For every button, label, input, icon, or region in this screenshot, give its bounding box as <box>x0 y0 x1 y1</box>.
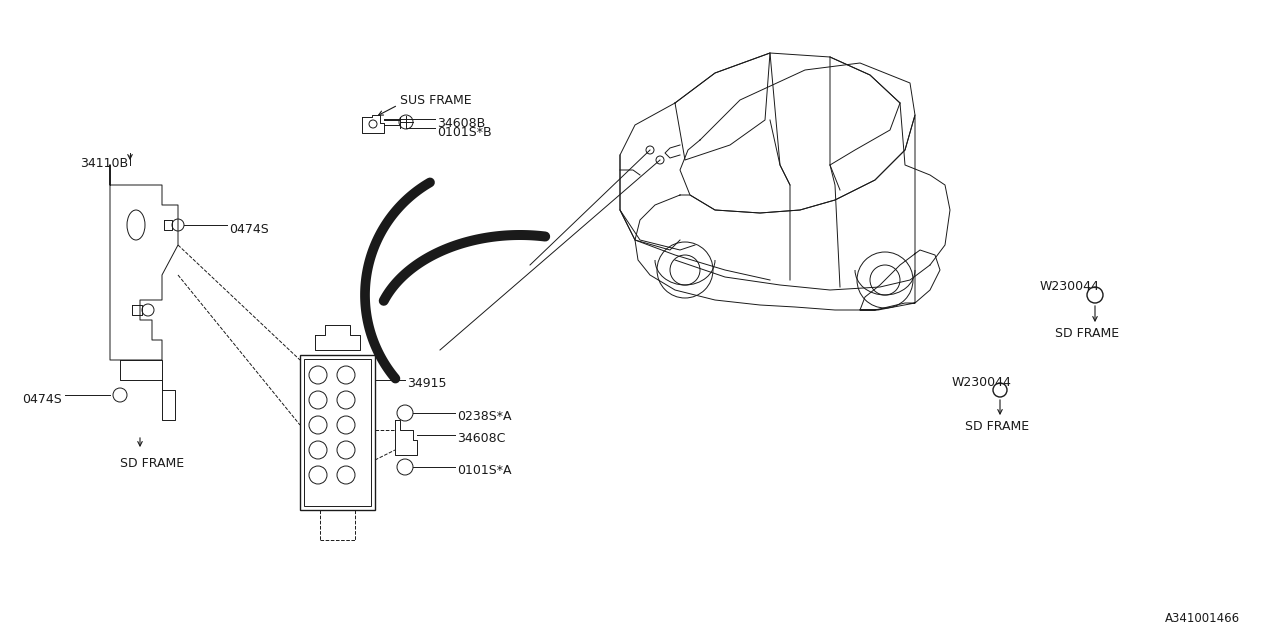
Text: SD FRAME: SD FRAME <box>120 457 184 470</box>
Text: SD FRAME: SD FRAME <box>965 420 1029 433</box>
Text: A341001466: A341001466 <box>1165 612 1240 625</box>
Text: 0238S*A: 0238S*A <box>457 410 512 422</box>
Text: 0101S*B: 0101S*B <box>436 125 492 138</box>
Bar <box>300 355 375 510</box>
Text: 34915: 34915 <box>407 376 447 390</box>
Text: 0101S*A: 0101S*A <box>457 463 512 477</box>
Text: SUS FRAME: SUS FRAME <box>401 93 471 106</box>
Text: 34608B: 34608B <box>436 116 485 129</box>
Bar <box>305 359 371 506</box>
Text: 0474S: 0474S <box>229 223 269 236</box>
Text: 34608C: 34608C <box>457 431 506 445</box>
Text: SD FRAME: SD FRAME <box>1055 327 1119 340</box>
Text: 34110B: 34110B <box>81 157 128 170</box>
Text: W230044: W230044 <box>1039 280 1100 293</box>
Text: 0474S: 0474S <box>22 392 61 406</box>
Text: W230044: W230044 <box>952 376 1012 389</box>
